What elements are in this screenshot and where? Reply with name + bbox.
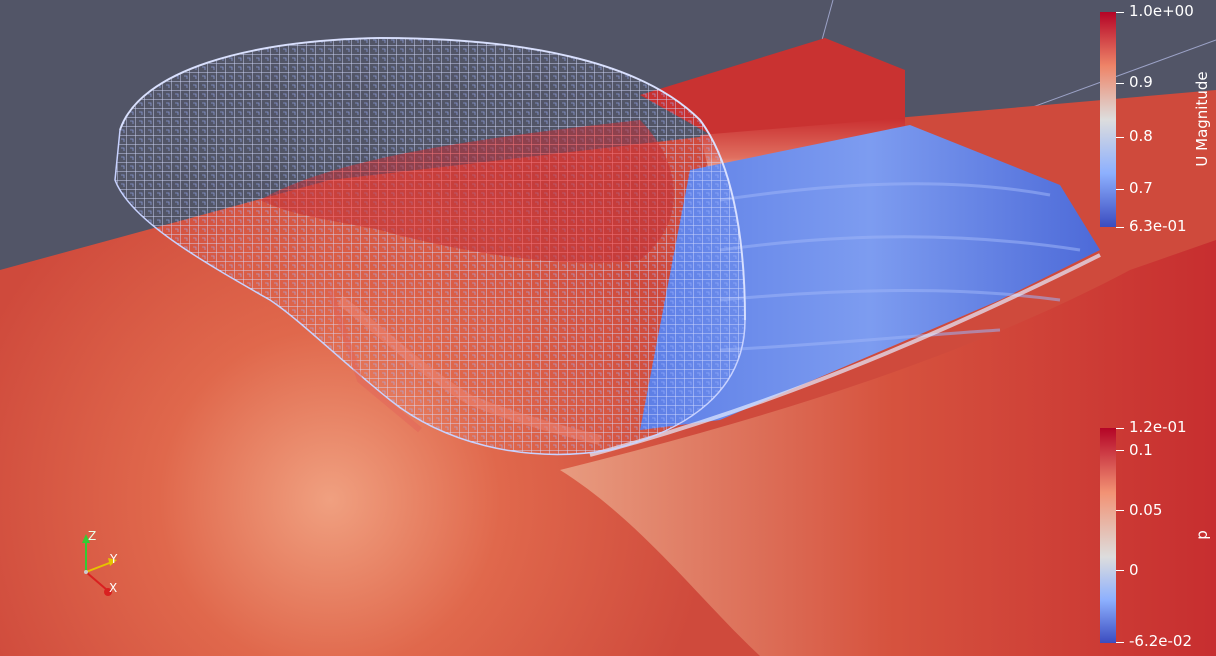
axis-z-label: Z bbox=[88, 529, 97, 543]
ground-lower-band bbox=[560, 240, 1216, 656]
wake-edge-highlight bbox=[589, 253, 1101, 457]
axis-x-label: X bbox=[109, 581, 118, 595]
colorbar-p-tick-label: 0.1 bbox=[1129, 441, 1153, 459]
colorbar-p-gradient bbox=[1100, 428, 1116, 643]
axis-y-label: Y bbox=[110, 552, 118, 566]
colorbar-p-tick-label: 0.05 bbox=[1129, 501, 1163, 519]
colorbar-p-title: p bbox=[1193, 530, 1211, 540]
wake-region bbox=[640, 125, 1100, 430]
colorbar-p bbox=[1100, 428, 1116, 643]
colorbar-u-gradient bbox=[1100, 12, 1116, 227]
colorbar-u-tick-label: 0.8 bbox=[1129, 127, 1153, 145]
colorbar-u-title: U Magnitude bbox=[1193, 71, 1211, 167]
colorbar-u-tick-label: 0.7 bbox=[1129, 179, 1153, 197]
colorbar-u-magnitude bbox=[1100, 12, 1116, 227]
orientation-axes[interactable] bbox=[82, 534, 117, 596]
colorbar-u-tick-label: 0.9 bbox=[1129, 73, 1153, 91]
back-wall-top bbox=[640, 38, 905, 140]
colorbar-u-max-label: 1.0e+00 bbox=[1129, 2, 1194, 20]
colorbar-p-tick-label: 0 bbox=[1129, 561, 1139, 579]
wireframe-isosurface bbox=[114, 36, 746, 456]
colorbar-p-min-label: -6.2e-02 bbox=[1129, 632, 1192, 650]
colorbar-p-max-label: 1.2e-01 bbox=[1129, 418, 1187, 436]
colorbar-u-min-label: 6.3e-01 bbox=[1129, 217, 1187, 235]
